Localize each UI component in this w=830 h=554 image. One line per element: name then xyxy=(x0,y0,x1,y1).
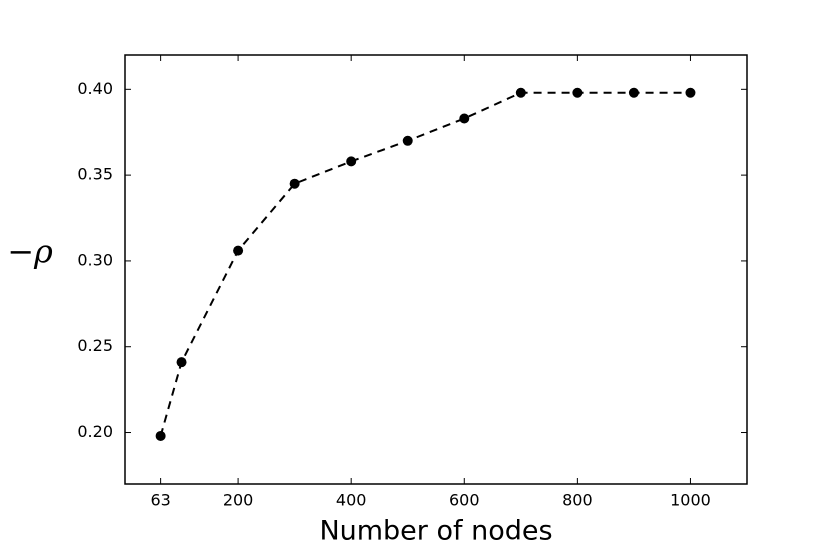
x-tick-label: 63 xyxy=(150,491,170,510)
y-tick-label: 0.35 xyxy=(77,165,113,184)
data-point xyxy=(402,135,413,146)
x-tick-label: 400 xyxy=(336,491,367,510)
data-point xyxy=(628,87,639,98)
data-point xyxy=(685,87,696,98)
x-axis-label: Number of nodes xyxy=(319,516,552,547)
data-point xyxy=(155,430,166,441)
x-tick-label: 200 xyxy=(223,491,254,510)
data-point xyxy=(346,156,357,167)
x-tick-label: 800 xyxy=(562,491,593,510)
y-tick-label: 0.20 xyxy=(77,422,113,441)
data-point xyxy=(289,178,300,189)
y-tick-label: 0.40 xyxy=(77,79,113,98)
y-tick-label: 0.30 xyxy=(77,250,113,269)
x-tick-label: 600 xyxy=(449,491,480,510)
y-tick-label: 0.25 xyxy=(77,336,113,355)
data-line xyxy=(159,91,691,437)
plot-frame xyxy=(124,54,748,485)
y-axis-label: −ρ xyxy=(7,233,53,271)
data-point xyxy=(459,113,470,124)
data-point xyxy=(176,357,187,368)
data-point xyxy=(572,87,583,98)
data-point xyxy=(233,245,244,256)
x-tick-label: 1000 xyxy=(670,491,711,510)
data-point xyxy=(515,87,526,98)
